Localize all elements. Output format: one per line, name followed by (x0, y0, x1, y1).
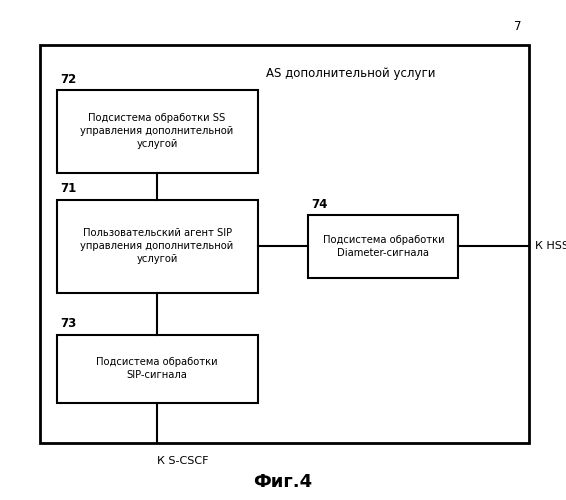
Bar (308, 215, 458, 278)
Text: AS дополнительной услуги: AS дополнительной услуги (266, 68, 436, 80)
Text: Подсистема обработки
Diameter-сигнала: Подсистема обработки Diameter-сигнала (323, 234, 444, 258)
Bar (57, 90, 258, 172)
Text: Пользовательский агент SIP
управления дополнительной
услугой: Пользовательский агент SIP управления до… (80, 228, 234, 264)
Text: К HSS: К HSS (535, 242, 566, 252)
Bar (40, 45, 529, 442)
Text: 7: 7 (514, 20, 522, 32)
Text: Фиг.4: Фиг.4 (254, 473, 312, 491)
Text: К S-CSCF: К S-CSCF (157, 456, 208, 466)
Text: Подсистема обработки
SIP-сигнала: Подсистема обработки SIP-сигнала (96, 357, 218, 380)
Text: Подсистема обработки SS
управления дополнительной
услугой: Подсистема обработки SS управления допол… (80, 113, 234, 150)
Text: 72: 72 (61, 73, 77, 86)
Text: 74: 74 (311, 198, 328, 211)
Text: 71: 71 (61, 182, 77, 195)
Bar (57, 335, 258, 402)
Text: 73: 73 (61, 317, 77, 330)
Bar (57, 200, 258, 292)
